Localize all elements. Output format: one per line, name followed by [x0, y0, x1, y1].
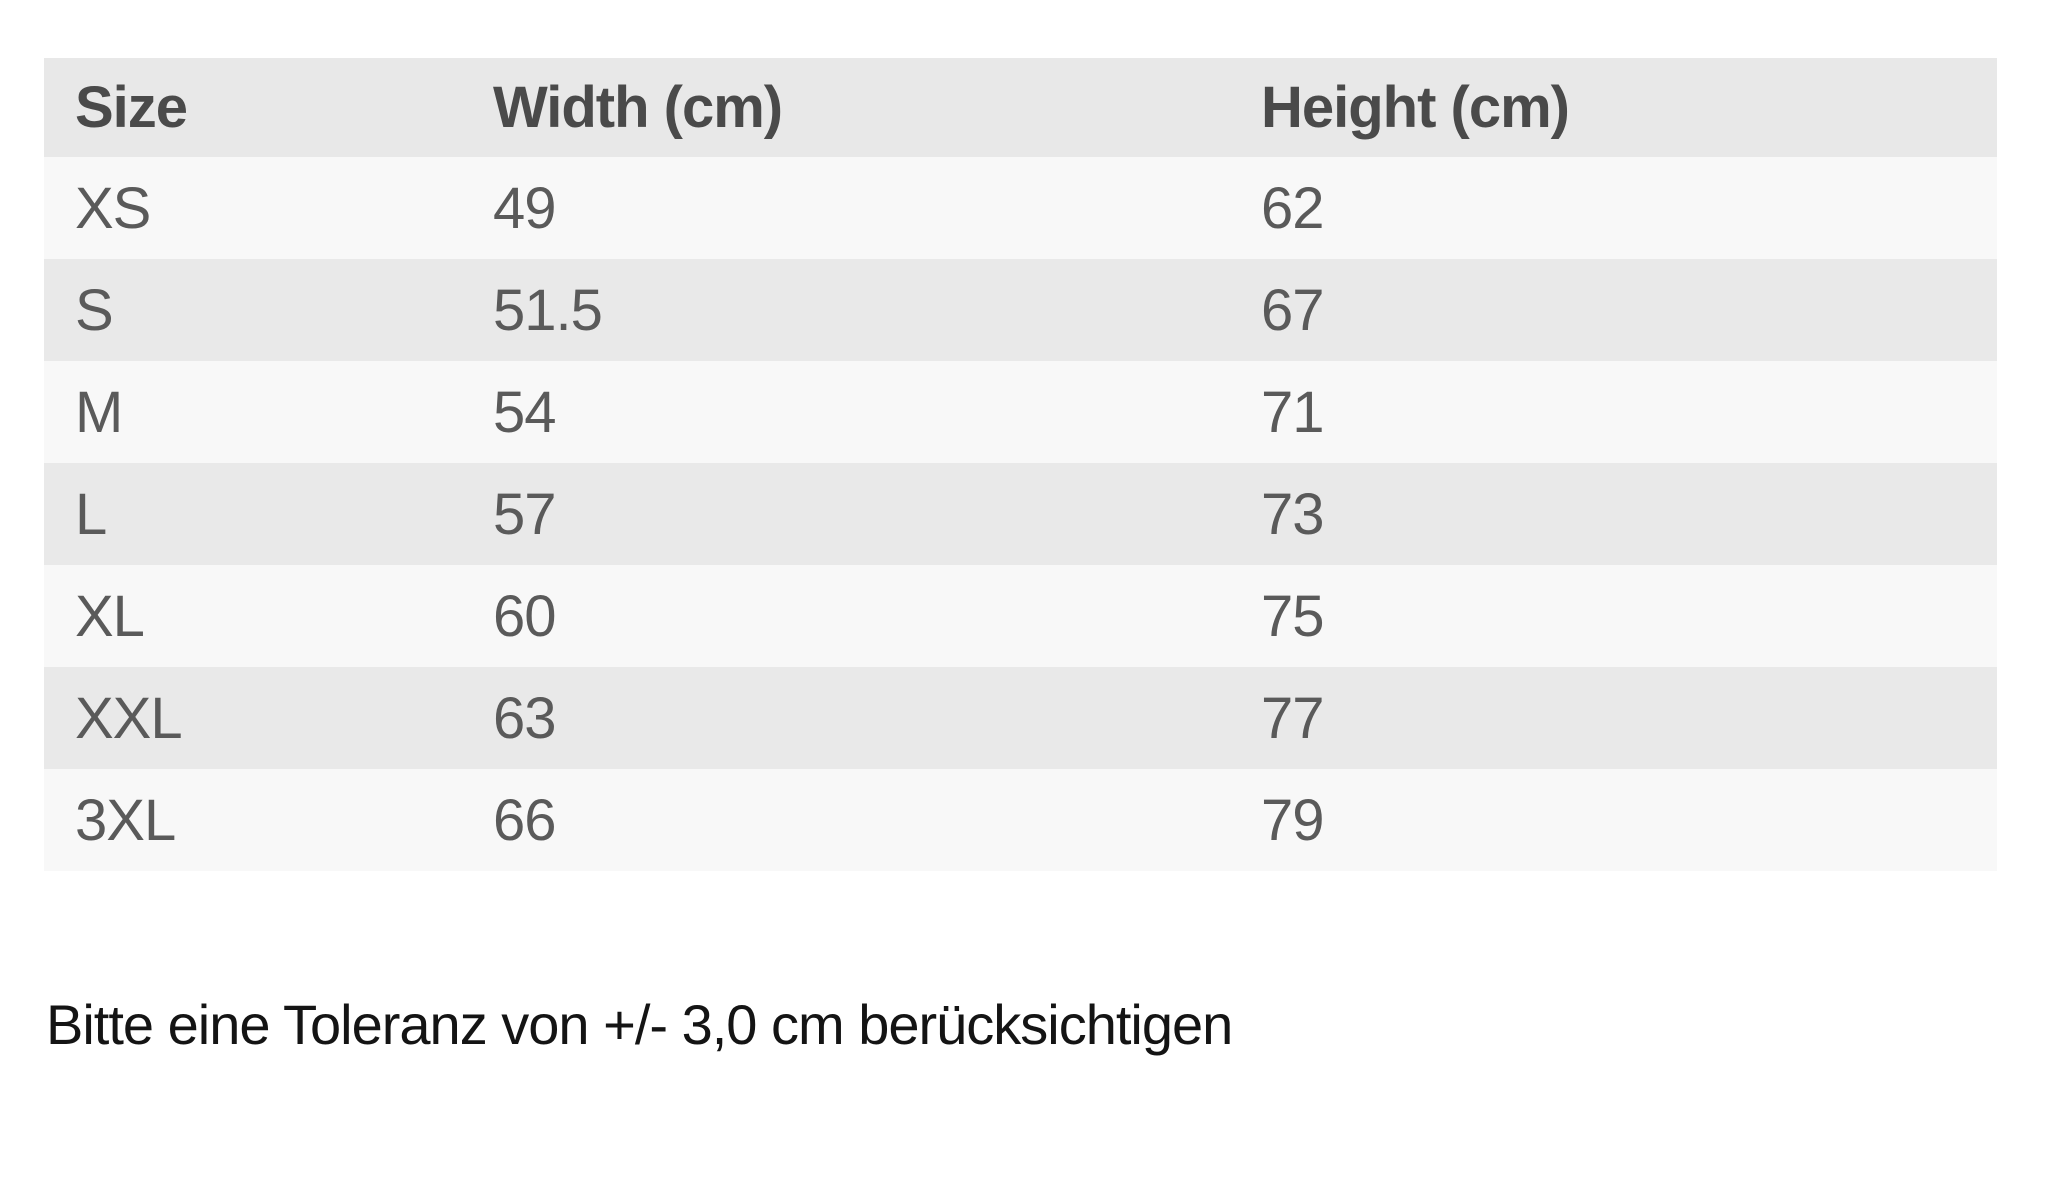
- width-cell: 49: [493, 175, 557, 241]
- height-cell: 73: [1261, 481, 1325, 547]
- height-cell: 79: [1261, 787, 1325, 853]
- width-cell: 60: [493, 583, 557, 649]
- table-row-xl: XL 60 75: [44, 565, 1997, 667]
- size-cell: XXL: [75, 685, 183, 751]
- size-cell: XL: [75, 583, 145, 649]
- size-cell: S: [75, 277, 114, 343]
- size-cell: M: [75, 379, 123, 445]
- column-header-height: Height (cm): [1261, 75, 1570, 140]
- height-cell: 75: [1261, 583, 1325, 649]
- height-cell: 71: [1261, 379, 1325, 445]
- width-cell: 63: [493, 685, 557, 751]
- table-row-s: S 51.5 67: [44, 259, 1997, 361]
- tolerance-note: Bitte eine Toleranz von +/- 3,0 cm berüc…: [46, 993, 1233, 1056]
- size-cell: XS: [75, 175, 151, 241]
- column-header-size: Size: [75, 75, 188, 140]
- table-row-m: M 54 71: [44, 361, 1997, 463]
- width-cell: 54: [493, 379, 557, 445]
- table-row-l: L 57 73: [44, 463, 1997, 565]
- width-cell: 66: [493, 787, 557, 853]
- width-cell: 51.5: [493, 277, 603, 343]
- table-row-xxl: XXL 63 77: [44, 667, 1997, 769]
- height-cell: 67: [1261, 277, 1325, 343]
- table-row-3xl: 3XL 66 79: [44, 769, 1997, 871]
- column-header-width: Width (cm): [493, 75, 783, 140]
- size-cell: L: [75, 481, 107, 547]
- height-cell: 62: [1261, 175, 1325, 241]
- size-table: Size Width (cm) Height (cm) XS 49 62 S 5…: [44, 58, 1997, 871]
- table-header-row: Size Width (cm) Height (cm): [44, 58, 1997, 157]
- width-cell: 57: [493, 481, 557, 547]
- size-cell: 3XL: [75, 787, 176, 853]
- table-row-xs: XS 49 62: [44, 157, 1997, 259]
- height-cell: 77: [1261, 685, 1325, 751]
